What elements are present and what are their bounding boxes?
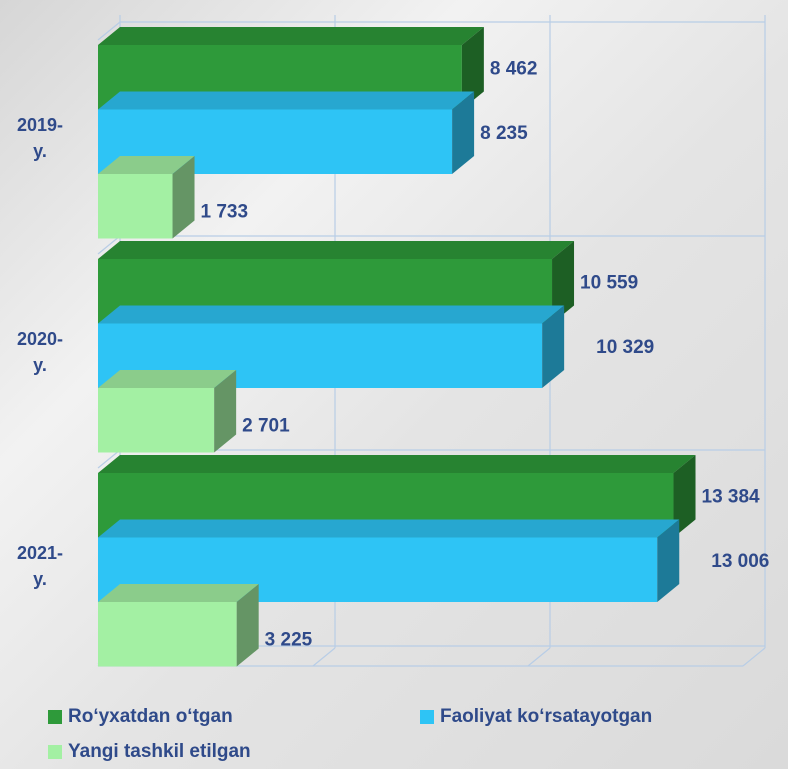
bar-side — [542, 305, 565, 388]
bar — [98, 370, 237, 453]
bar-side — [214, 370, 237, 453]
bar-top — [98, 584, 259, 602]
value-label: 2 701 — [242, 415, 290, 436]
bar-front — [98, 388, 215, 453]
bar-top — [98, 27, 484, 45]
bar-top — [98, 519, 680, 538]
bar-top — [98, 455, 696, 473]
floor-line — [742, 647, 766, 667]
legend-label: Ro‘yxatdan o‘tgan — [68, 706, 233, 727]
category-label: 2020- y. — [16, 328, 64, 375]
value-label: 10 329 — [596, 337, 654, 358]
grid-band — [97, 21, 121, 41]
bar-top — [98, 241, 575, 259]
bar — [98, 156, 195, 239]
legend-swatch — [48, 745, 62, 759]
legend-label: Yangi tashkil etilgan — [68, 741, 251, 762]
legend-item: Faoliyat ko‘rsatayotgan — [420, 706, 652, 728]
category-label: 2019- y. — [16, 114, 64, 161]
legend-item: Ro‘yxatdan o‘tgan — [48, 706, 233, 728]
bar-top — [98, 91, 475, 110]
legend-swatch — [420, 710, 434, 724]
value-label: 1 733 — [201, 201, 249, 222]
legend-swatch — [48, 710, 62, 724]
bar-top — [98, 156, 195, 174]
bar-top — [98, 370, 237, 388]
legend-label: Faoliyat ko‘rsatayotgan — [440, 706, 653, 727]
value-label: 10 559 — [580, 272, 638, 293]
value-label: 3 225 — [265, 629, 313, 650]
bar-side — [461, 27, 484, 110]
bar-side — [552, 241, 575, 324]
value-label: 8 462 — [490, 58, 538, 79]
value-label: 8 235 — [480, 123, 528, 144]
grid-band — [97, 449, 121, 469]
bar-side — [673, 455, 696, 538]
bar-top — [98, 305, 565, 324]
bar-side — [657, 519, 680, 602]
legend-item: Yangi tashkil etilgan — [48, 741, 251, 763]
bar-side — [172, 156, 195, 239]
value-label: 13 006 — [711, 551, 769, 572]
category-label: 2021- y. — [16, 542, 64, 589]
value-label: 13 384 — [702, 486, 761, 507]
bar-front — [98, 602, 237, 667]
bar — [98, 584, 259, 667]
grid-band — [97, 235, 121, 255]
floor-line — [312, 647, 336, 667]
bar-front — [98, 174, 173, 239]
bar-side — [236, 584, 259, 667]
bar-side — [452, 91, 475, 174]
floor-line — [527, 647, 551, 667]
